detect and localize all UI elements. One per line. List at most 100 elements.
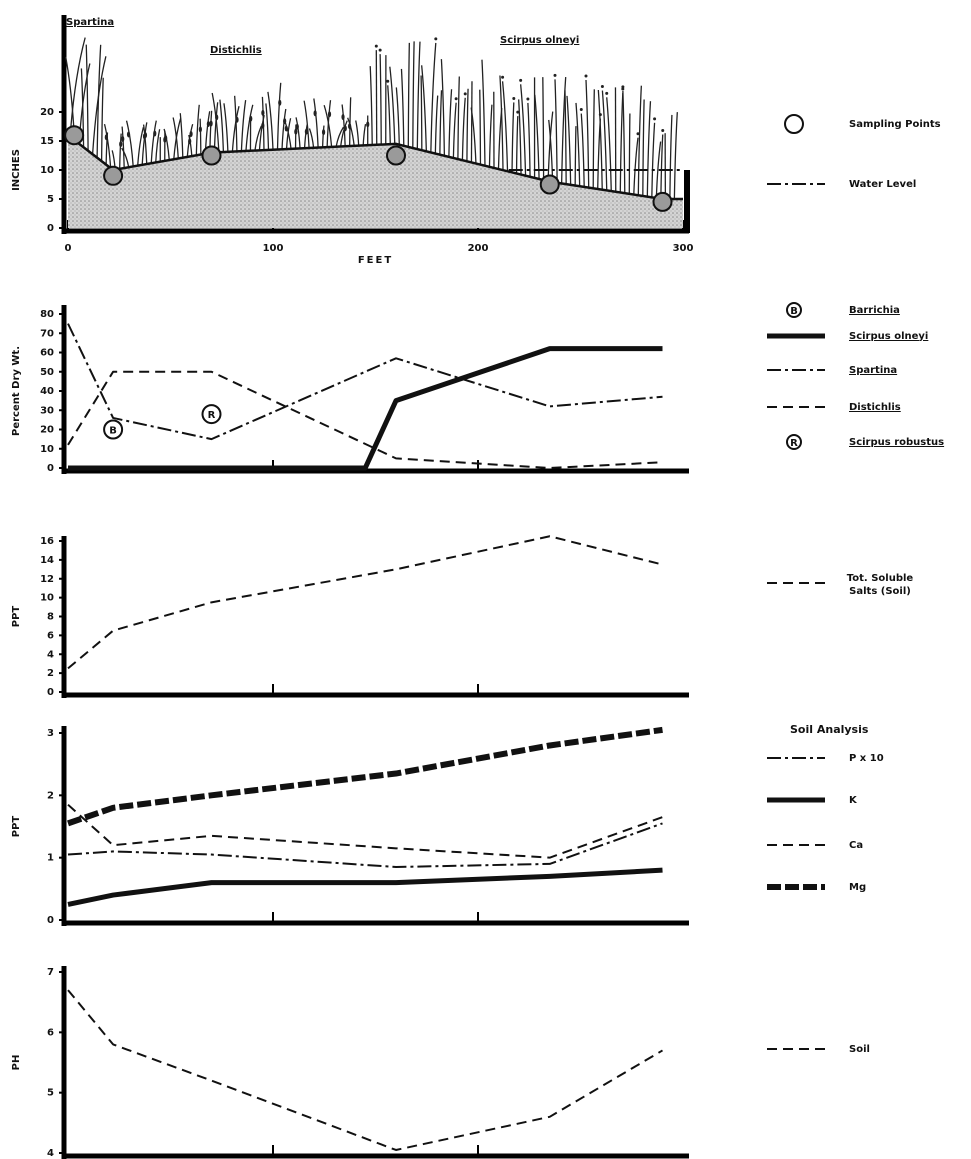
y-tick-label: 7 <box>47 967 54 978</box>
plant-stem <box>585 79 590 188</box>
plant-stem <box>155 129 161 163</box>
seed-head <box>516 110 520 114</box>
plant-stem <box>188 134 193 157</box>
plant-stem <box>515 116 519 174</box>
legend-swatch <box>767 369 825 371</box>
plant-stem <box>96 44 102 158</box>
legend-label: Tot. Soluble Salts (Soil) <box>846 573 914 597</box>
plant-stem <box>142 124 148 165</box>
plant-stem <box>335 126 345 147</box>
legend-label: Scirpus olneyi <box>849 330 929 342</box>
plant-stem <box>150 120 157 164</box>
x-tick-label: 0 <box>65 243 72 254</box>
seed-head <box>374 44 378 48</box>
plant-leaf <box>119 141 123 148</box>
plant-stem <box>267 91 274 150</box>
point-marker <box>103 419 124 440</box>
plant-stem <box>141 122 148 165</box>
plant-leaf <box>198 126 202 133</box>
plant-stem <box>254 125 262 151</box>
seed-head <box>463 92 467 96</box>
legend-item: R Scirpus robustus <box>765 431 944 453</box>
plant-stem <box>601 90 608 191</box>
seed-head <box>661 128 665 132</box>
plant-stem <box>466 88 469 162</box>
legend-label: Water Level <box>849 178 917 190</box>
y-tick-label: 12 <box>40 574 54 585</box>
plant-stem <box>362 124 367 146</box>
plant-stem <box>199 118 202 155</box>
y-tick-label: 4 <box>47 1148 54 1159</box>
plant-leaf <box>209 120 213 127</box>
series-line <box>68 346 663 471</box>
point-marker <box>201 404 222 425</box>
plant-leaf <box>126 131 131 138</box>
seed-head <box>553 73 557 77</box>
plant-stem <box>137 127 144 166</box>
legend-marker-label: B <box>790 306 798 317</box>
plant-stem <box>219 99 225 153</box>
plant-stem <box>231 105 240 152</box>
plant-stem <box>103 123 112 169</box>
plant-stem <box>619 92 624 193</box>
plant-stem <box>420 75 423 151</box>
y-tick-label: 0 <box>47 687 54 698</box>
point-marker <box>201 145 222 166</box>
seed-head <box>519 78 523 82</box>
x-tick-label: 100 <box>263 243 284 254</box>
plant-stem <box>261 96 265 151</box>
plant-leaf <box>153 130 157 137</box>
plant-stem <box>481 59 486 166</box>
vegetation-label: Distichlis <box>210 45 262 56</box>
plant-stem <box>461 97 466 161</box>
plant-stem <box>340 120 348 147</box>
x-tick-label: 200 <box>468 243 489 254</box>
seed-head <box>600 85 604 89</box>
legend-swatch: B <box>786 302 802 318</box>
legend-swatch <box>784 114 804 134</box>
plant-stem <box>564 90 567 185</box>
plant-stem <box>633 137 639 195</box>
legend-item: Soil <box>765 1038 870 1060</box>
legend-item: Tot. Soluble Salts (Soil) <box>765 572 915 597</box>
y-tick-label: 10 <box>40 593 54 604</box>
plant-stem <box>369 66 373 146</box>
seed-head <box>434 37 438 41</box>
y-axis-label: PPT <box>11 606 22 628</box>
plant-stem <box>421 65 427 152</box>
plant-stem <box>622 90 626 194</box>
series-line <box>67 803 663 859</box>
plant-leaf <box>104 134 108 141</box>
legend-label: Mg <box>849 881 867 893</box>
legend-label: P x 10 <box>849 752 884 764</box>
plant-leaf <box>164 135 168 142</box>
plant-stem <box>211 92 220 153</box>
y-tick-label: 2 <box>47 790 54 801</box>
seed-head <box>512 96 516 100</box>
plant-stem <box>597 89 603 190</box>
marker-label: B <box>109 426 117 437</box>
point-marker <box>64 125 85 146</box>
plant-stem <box>283 119 292 149</box>
legend-item: B Barrichia <box>765 299 900 321</box>
legend-swatch <box>767 1048 825 1050</box>
plant-stem <box>434 95 439 154</box>
plant-stem <box>295 117 301 149</box>
seed-head <box>621 85 625 89</box>
plant-leaf <box>295 123 299 130</box>
legend-item: P x 10 <box>765 747 884 769</box>
plant-stem <box>575 102 581 187</box>
legend-swatch <box>767 183 825 185</box>
plant-leaf <box>278 99 282 106</box>
plant-stem <box>389 66 396 144</box>
seed-head <box>386 79 390 83</box>
plant-stem <box>518 99 522 175</box>
seed-head <box>636 132 640 136</box>
plant-stem <box>195 104 200 156</box>
x-tick-label: 300 <box>673 243 694 254</box>
plant-stem <box>669 114 673 200</box>
series-line <box>67 535 663 670</box>
plant-stem <box>407 42 410 147</box>
